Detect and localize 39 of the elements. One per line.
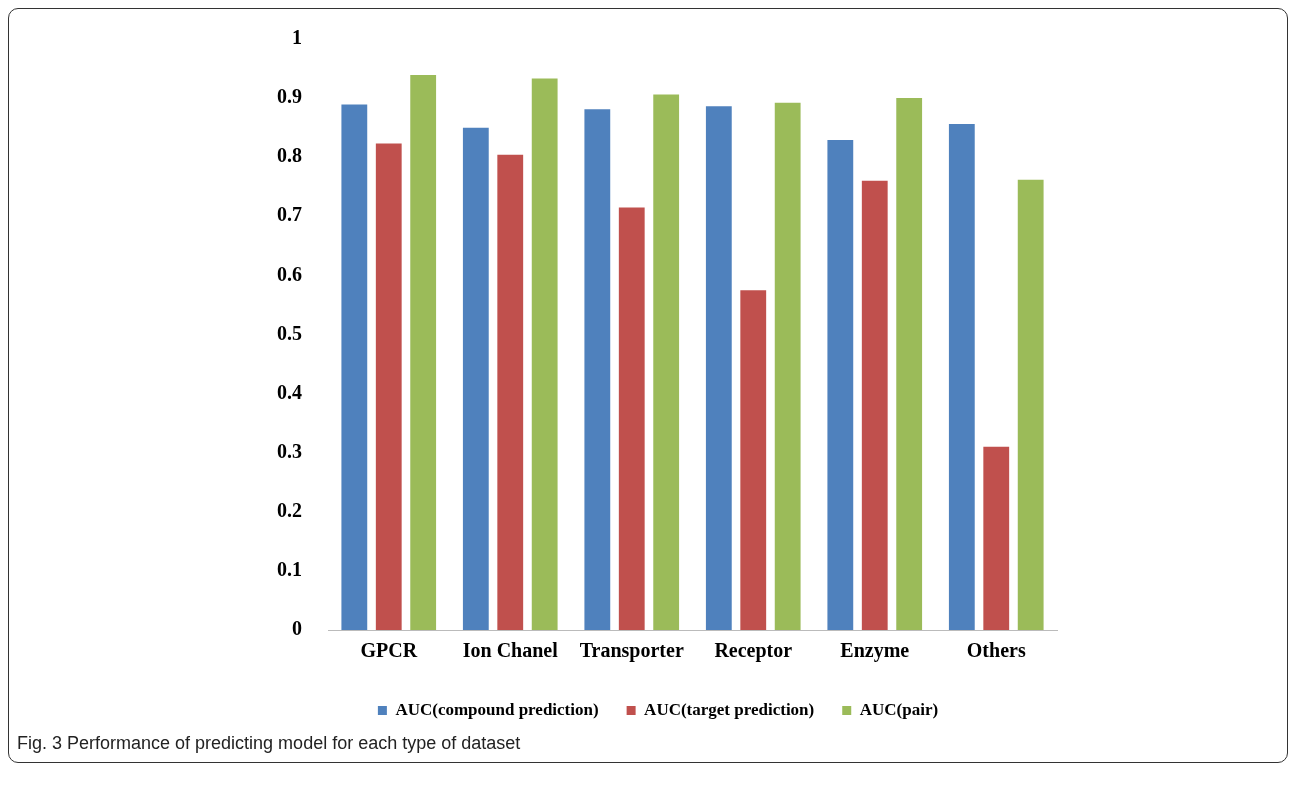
y-tick-label: 0.1: [277, 558, 302, 581]
bar: [983, 446, 1010, 630]
y-tick-label: 0.2: [277, 498, 302, 521]
bar: [375, 143, 402, 630]
y-tick-label: 0.6: [277, 262, 302, 285]
y-tick-label: 0.3: [277, 439, 302, 462]
y-tick-label: 0.8: [277, 144, 302, 167]
legend-label: AUC(pair): [859, 699, 939, 719]
x-tick-label: GPCR: [360, 639, 418, 662]
bar: [1017, 179, 1044, 630]
y-tick-label: 0.7: [277, 203, 302, 226]
bar: [774, 102, 801, 630]
bar: [861, 180, 888, 630]
y-tick-label: 0: [292, 617, 302, 640]
bar: [584, 109, 611, 630]
bar: [896, 98, 923, 630]
y-tick-label: 1: [292, 26, 302, 49]
bar: [827, 140, 854, 630]
bar: [410, 75, 437, 630]
caption: Fig. 3 Performance of predicting model for each type of dataset: [16, 732, 522, 755]
legend-label: AUC(target prediction): [644, 699, 815, 719]
x-tick-label: Enzyme: [840, 639, 910, 663]
bar: [705, 106, 732, 630]
bar: [740, 290, 767, 630]
bar: [948, 124, 975, 630]
bar: [341, 104, 368, 630]
x-tick-label: Transporter: [579, 639, 684, 663]
bar: [462, 127, 489, 630]
bar: [653, 94, 680, 630]
bar: [618, 207, 645, 630]
x-tick-label: Others: [966, 639, 1026, 662]
x-tick-label: Receptor: [714, 639, 793, 663]
bar: [531, 78, 558, 630]
y-tick-label: 0.4: [277, 380, 302, 403]
y-tick-label: 0.9: [277, 85, 302, 108]
y-tick-label: 0.5: [277, 321, 302, 344]
x-tick-label: Ion Chanel: [462, 639, 559, 662]
legend-label: AUC(compound prediction): [395, 699, 599, 719]
bar: [497, 154, 524, 630]
